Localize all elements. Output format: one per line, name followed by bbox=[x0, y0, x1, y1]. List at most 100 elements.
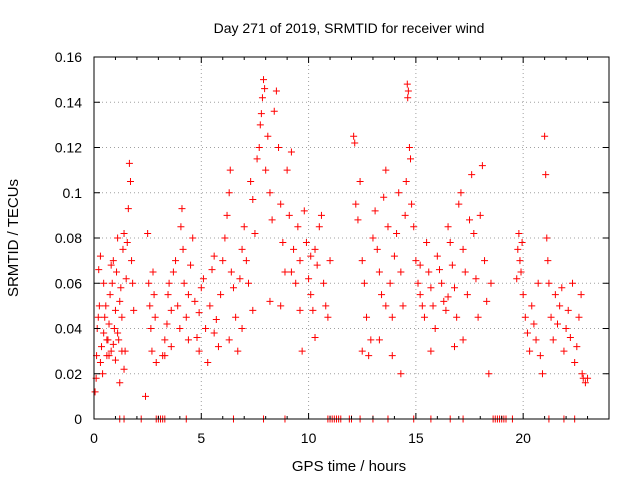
data-point bbox=[530, 320, 538, 328]
data-point bbox=[290, 245, 298, 253]
data-point bbox=[238, 325, 246, 332]
data-point bbox=[247, 177, 255, 185]
data-point bbox=[105, 352, 113, 360]
data-point bbox=[575, 313, 583, 321]
data-point bbox=[107, 261, 115, 269]
data-point bbox=[350, 132, 358, 140]
data-point bbox=[120, 229, 128, 237]
data-point bbox=[523, 329, 531, 337]
data-point bbox=[386, 279, 394, 287]
data-point bbox=[375, 268, 383, 276]
data-point bbox=[184, 291, 192, 299]
data-point bbox=[126, 177, 134, 185]
y-tick-label: 0.08 bbox=[55, 230, 82, 246]
data-point bbox=[287, 268, 295, 276]
data-point bbox=[459, 336, 467, 344]
x-tick-label: 5 bbox=[197, 430, 205, 446]
data-point bbox=[382, 166, 390, 174]
data-point bbox=[423, 239, 431, 247]
y-tick-label: 0.14 bbox=[55, 94, 82, 110]
data-point bbox=[322, 302, 330, 310]
y-tick-label: 0.16 bbox=[55, 49, 82, 65]
data-point bbox=[279, 239, 287, 247]
data-point bbox=[463, 291, 471, 299]
data-point bbox=[558, 284, 566, 292]
data-point bbox=[397, 370, 405, 378]
data-point bbox=[117, 284, 125, 292]
data-point bbox=[538, 370, 546, 378]
data-point bbox=[102, 302, 110, 310]
data-point bbox=[149, 268, 157, 276]
data-point bbox=[270, 107, 278, 115]
data-point bbox=[448, 261, 456, 269]
data-point bbox=[257, 110, 265, 118]
data-point bbox=[516, 257, 524, 265]
data-point bbox=[256, 121, 264, 129]
data-point bbox=[577, 291, 585, 299]
data-point bbox=[242, 257, 250, 265]
data-point bbox=[210, 252, 218, 260]
data-point bbox=[300, 207, 308, 215]
data-point bbox=[412, 257, 420, 265]
data-point bbox=[245, 279, 252, 287]
data-point bbox=[266, 297, 274, 305]
data-point bbox=[305, 275, 313, 283]
x-tick-label: 20 bbox=[515, 430, 531, 446]
data-point bbox=[444, 223, 452, 231]
y-tick-label: 0 bbox=[74, 411, 82, 427]
data-point bbox=[408, 200, 416, 208]
data-point bbox=[255, 144, 263, 151]
data-point bbox=[578, 370, 586, 378]
data-point bbox=[438, 279, 446, 287]
data-point bbox=[451, 284, 458, 292]
data-point bbox=[453, 313, 461, 321]
data-point bbox=[165, 279, 173, 287]
data-point bbox=[266, 189, 274, 197]
data-point bbox=[109, 340, 117, 348]
data-point bbox=[309, 306, 317, 314]
data-point bbox=[442, 306, 450, 314]
data-point bbox=[96, 358, 104, 366]
data-point bbox=[451, 343, 458, 351]
data-point bbox=[542, 171, 550, 179]
data-point bbox=[184, 336, 192, 344]
data-point bbox=[573, 343, 581, 351]
data-point bbox=[144, 229, 152, 237]
data-point bbox=[431, 325, 439, 332]
data-point bbox=[468, 171, 476, 179]
data-point bbox=[457, 189, 465, 197]
y-tick-label: 0.1 bbox=[63, 185, 83, 201]
data-point bbox=[455, 200, 463, 208]
data-point bbox=[258, 94, 266, 102]
data-point bbox=[95, 302, 103, 310]
data-point bbox=[179, 245, 187, 253]
data-point bbox=[416, 261, 424, 269]
data-point bbox=[401, 211, 409, 219]
data-point bbox=[446, 239, 454, 247]
data-point bbox=[515, 229, 523, 237]
data-point bbox=[388, 313, 396, 321]
data-point bbox=[384, 223, 392, 231]
data-point bbox=[478, 162, 486, 170]
data-point bbox=[459, 245, 467, 253]
data-point bbox=[472, 275, 480, 283]
data-point bbox=[169, 268, 177, 276]
data-point bbox=[178, 205, 186, 213]
data-point bbox=[420, 313, 428, 321]
x-tick-labels: 0 5 10 15 20 bbox=[90, 430, 531, 446]
data-point bbox=[461, 268, 469, 276]
data-point bbox=[315, 223, 323, 231]
data-point bbox=[380, 193, 388, 201]
data-point bbox=[435, 266, 443, 274]
data-point bbox=[172, 257, 180, 265]
data-point bbox=[294, 223, 302, 231]
data-point bbox=[204, 358, 212, 366]
data-point bbox=[566, 334, 574, 342]
data-point bbox=[519, 291, 527, 299]
data-point bbox=[388, 352, 396, 360]
data-point bbox=[147, 325, 155, 332]
data-point bbox=[474, 313, 482, 321]
data-point bbox=[234, 347, 242, 355]
data-point bbox=[261, 85, 269, 93]
